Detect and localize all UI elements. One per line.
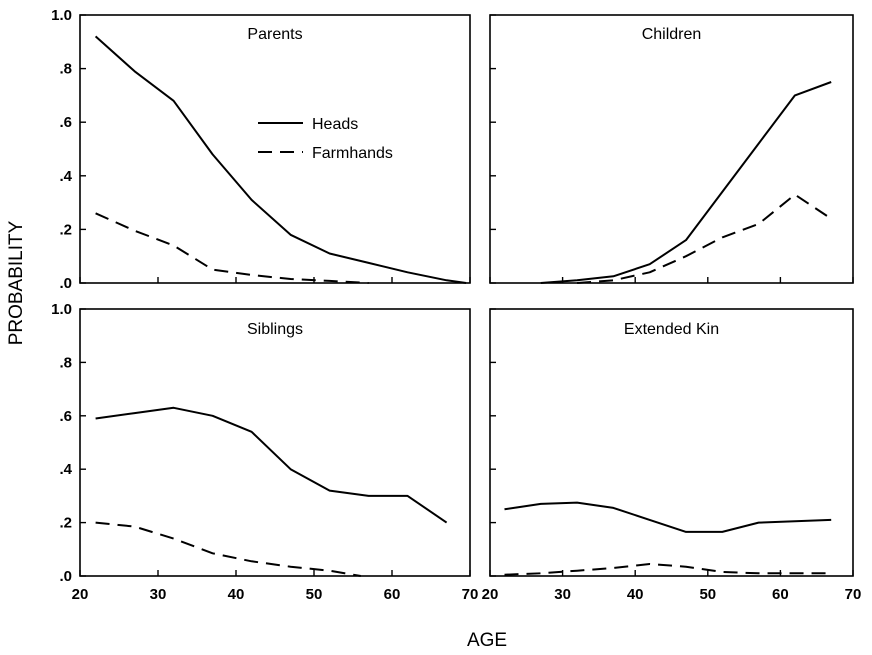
y-axis-title: PROBABILITY: [6, 220, 27, 345]
panel-frame: [489, 14, 854, 284]
y-tick-label: .6: [59, 408, 72, 425]
panel-title: Extended Kin: [624, 321, 719, 338]
series-line-farmhands: [504, 563, 832, 576]
legend: Heads Farmhands: [258, 116, 393, 162]
panel-title: Siblings: [247, 321, 303, 338]
panels-layer: .0 .2 .4 .6 .8 1.0 Parents Children .0 .2 .4 .6 .8 1.…: [51, 7, 861, 603]
x-tick-label: 40: [228, 586, 245, 603]
panel-title: Parents: [247, 26, 302, 43]
legend-label-heads: Heads: [312, 116, 358, 133]
x-tick-label: 20: [482, 586, 499, 603]
series-line-farmhands: [577, 193, 832, 284]
series-line-heads: [94, 35, 467, 284]
series-line-heads: [540, 81, 832, 284]
y-tick-label: .2: [59, 221, 72, 238]
x-tick-label: 70: [845, 586, 862, 603]
y-tick-label: .8: [59, 61, 72, 78]
panel-parents: .0 .2 .4 .6 .8 1.0 Parents: [51, 7, 471, 292]
panel-siblings: .0 .2 .4 .6 .8 1.0 20 30 40 50 60 70 Siblings: [51, 301, 478, 603]
x-tick-label: 60: [772, 586, 789, 603]
x-tick-label: 50: [306, 586, 323, 603]
x-tick-label: 40: [627, 586, 644, 603]
x-tick-label: 60: [384, 586, 401, 603]
series-line-heads: [504, 501, 832, 533]
legend-label-farmhands: Farmhands: [312, 145, 393, 162]
x-tick-label: 70: [462, 586, 479, 603]
y-tick-label: 1.0: [51, 301, 72, 318]
y-tick-label: .8: [59, 354, 72, 371]
y-tick-label: .0: [59, 275, 72, 292]
series-line-farmhands: [95, 212, 369, 284]
y-tick-label: .4: [59, 168, 72, 185]
series-line-heads: [95, 406, 448, 524]
panel-frame: [79, 308, 471, 577]
panel-frame: [79, 14, 471, 284]
x-axis-title: AGE: [467, 630, 507, 651]
x-tick-label: 20: [72, 586, 89, 603]
y-tick-label: 1.0: [51, 7, 72, 24]
panel-extended-kin: 20 30 40 50 60 70 Extended Kin: [482, 308, 862, 603]
y-tick-label: .4: [59, 461, 72, 478]
panel-title: Children: [642, 26, 702, 43]
y-tick-label: .2: [59, 515, 72, 532]
y-tick-label: .6: [59, 114, 72, 131]
series-line-farmhands: [95, 521, 361, 577]
x-tick-label: 30: [554, 586, 571, 603]
y-tick-label: .0: [59, 568, 72, 585]
panel-children: Children: [489, 14, 854, 284]
panel-frame: [489, 308, 854, 577]
x-tick-label: 50: [699, 586, 716, 603]
x-tick-label: 30: [150, 586, 167, 603]
